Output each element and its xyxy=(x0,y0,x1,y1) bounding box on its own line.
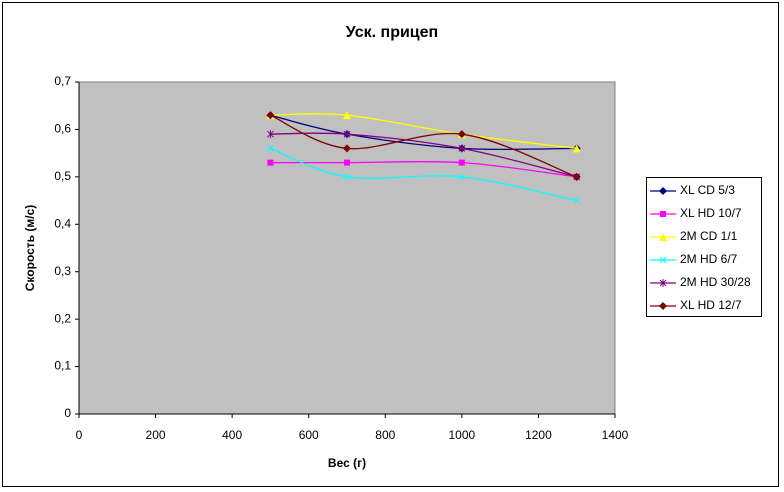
marker xyxy=(660,211,666,217)
y-tick-label: 0,6 xyxy=(54,122,71,136)
marker xyxy=(659,233,667,241)
x-tick-label: 1200 xyxy=(525,428,552,442)
x-tick-label: 1000 xyxy=(449,428,476,442)
series-line xyxy=(270,114,577,151)
legend-label: 2M HD 6/7 xyxy=(680,252,738,266)
legend-label: 2M CD 1/1 xyxy=(680,229,738,243)
marker xyxy=(458,159,465,166)
marker xyxy=(572,144,581,153)
marker xyxy=(572,172,581,181)
series-line xyxy=(270,114,577,178)
marker xyxy=(458,144,466,153)
series-line xyxy=(270,147,577,202)
legend-label: 2M HD 30/28 xyxy=(680,275,751,289)
marker xyxy=(659,187,667,195)
y-tick-label: 0,5 xyxy=(54,169,71,183)
x-tick-label: 600 xyxy=(299,428,319,442)
series-line xyxy=(270,132,577,178)
y-tick-label: 0,1 xyxy=(54,359,71,373)
marker xyxy=(573,197,581,204)
legend-box xyxy=(646,177,762,317)
marker xyxy=(266,111,275,120)
chart-title: Уск. прицеп xyxy=(346,24,438,41)
y-tick-label: 0,2 xyxy=(54,311,71,325)
y-axis-label: Скорость (м/с) xyxy=(23,205,37,291)
x-tick-label: 800 xyxy=(375,428,395,442)
marker xyxy=(458,173,466,181)
x-axis-label: Вес (г) xyxy=(328,456,366,470)
legend-label: XL HD 12/7 xyxy=(680,298,742,312)
marker xyxy=(457,130,466,139)
marker xyxy=(343,130,351,139)
x-tick-label: 200 xyxy=(146,428,166,442)
y-tick-label: 0,4 xyxy=(54,216,71,230)
marker xyxy=(267,145,274,152)
marker xyxy=(343,111,351,120)
marker xyxy=(267,159,274,166)
series-line xyxy=(270,160,577,178)
marker xyxy=(344,159,350,166)
y-tick-label: 0 xyxy=(64,406,71,420)
marker xyxy=(659,302,667,310)
marker xyxy=(343,173,351,181)
marker xyxy=(343,144,351,153)
y-tick-label: 0,3 xyxy=(54,264,71,278)
marker xyxy=(659,256,667,264)
legend-label: XL CD 5/3 xyxy=(680,183,735,197)
y-tick-label: 0,7 xyxy=(54,74,71,88)
series-line xyxy=(270,113,577,150)
legend-label: XL HD 10/7 xyxy=(680,206,742,220)
marker xyxy=(267,130,274,139)
x-tick-label: 400 xyxy=(222,428,242,442)
marker xyxy=(659,279,667,287)
x-tick-label: 1400 xyxy=(602,428,629,442)
x-tick-label: 0 xyxy=(76,428,83,442)
